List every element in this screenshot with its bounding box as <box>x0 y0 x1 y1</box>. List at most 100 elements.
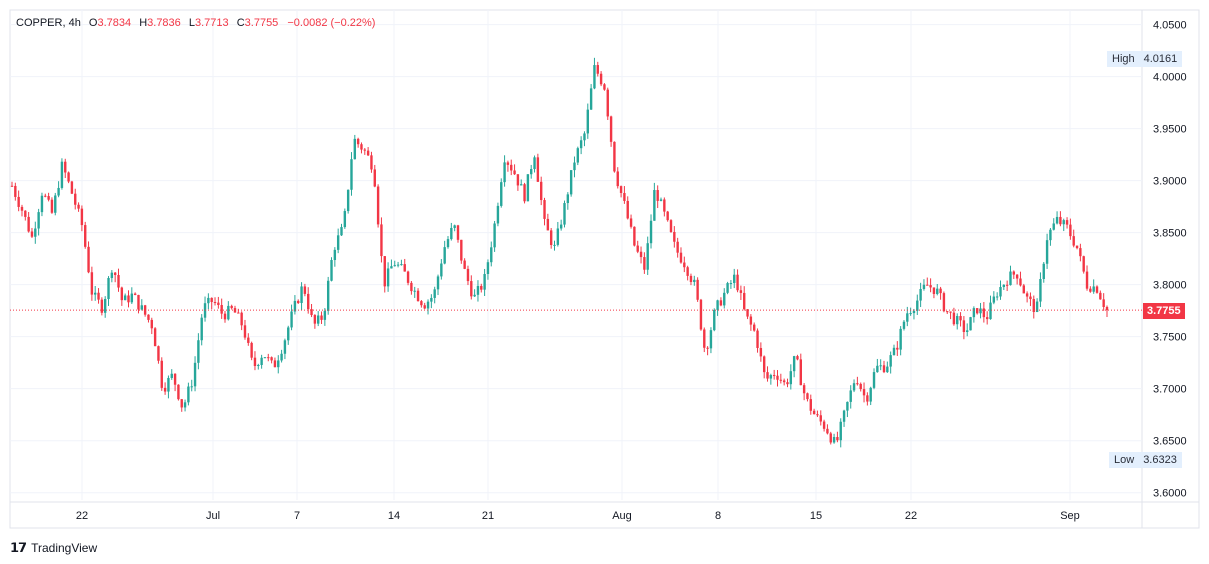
candle-body <box>1072 236 1075 246</box>
candle-body <box>430 297 433 302</box>
candle-body <box>523 184 526 202</box>
candle-body <box>370 155 373 170</box>
candle-body <box>520 184 523 186</box>
candle-body <box>946 311 949 313</box>
candle-body <box>666 211 669 221</box>
candle-body <box>879 365 882 367</box>
time-tick-label: 14 <box>388 510 400 522</box>
candle-body <box>70 181 74 194</box>
candle-body <box>566 194 570 204</box>
candle-body <box>363 149 366 151</box>
candle-body <box>326 280 330 311</box>
candle-body <box>683 262 686 268</box>
candle-body <box>220 305 223 314</box>
high-label: H <box>139 17 148 29</box>
candle-body <box>473 294 476 297</box>
candle-body <box>247 337 250 343</box>
candle-body <box>856 383 859 385</box>
candle-body <box>549 230 553 246</box>
high-value: 3.7836 <box>147 17 181 29</box>
candle-body <box>713 309 716 331</box>
candle-body <box>287 327 290 341</box>
candle-body <box>912 310 916 314</box>
candle-body <box>396 264 400 266</box>
candle-body <box>133 293 137 295</box>
candle-body <box>257 364 260 367</box>
price-tick-label: 4.0000 <box>1153 72 1187 84</box>
candle-body <box>10 185 14 187</box>
candle-body <box>1012 271 1016 275</box>
candle-body <box>659 199 663 201</box>
candle-body <box>500 182 503 206</box>
candle-body <box>733 274 736 284</box>
candle-body <box>952 312 956 325</box>
time-tick-label: 22 <box>905 510 917 522</box>
candle-body <box>197 340 200 363</box>
candle-body <box>277 360 280 368</box>
candle-body <box>313 315 317 324</box>
candle-body <box>60 161 64 188</box>
candle-body <box>799 359 802 386</box>
candle-body <box>649 220 653 244</box>
tradingview-logo[interactable]: 𝟭𝟳 TradingView <box>10 540 97 556</box>
candle-body <box>809 399 812 411</box>
candle-body <box>812 410 816 415</box>
candle-body <box>323 310 327 320</box>
candle-body <box>579 140 583 149</box>
candle-body <box>163 387 167 392</box>
candle-body <box>1082 256 1085 272</box>
candle-body <box>789 371 793 385</box>
open-label: O <box>88 17 98 29</box>
candle-body <box>300 286 303 304</box>
candle-body <box>80 208 84 226</box>
candle-body <box>546 218 550 231</box>
candle-body <box>366 150 370 156</box>
candle-body <box>926 284 929 286</box>
candle-body <box>786 382 789 385</box>
candle-body <box>37 212 40 229</box>
candle-body <box>886 366 889 373</box>
candle-body <box>373 169 376 187</box>
candle-body <box>1105 306 1109 311</box>
last-price-label: 3.7755 <box>1143 303 1185 319</box>
candle-body <box>929 285 932 288</box>
candle-body <box>992 296 996 303</box>
candle-body <box>223 313 227 320</box>
candle-body <box>466 268 470 282</box>
candle-body <box>293 300 297 312</box>
candle-body <box>416 290 420 302</box>
candle-body <box>989 302 992 320</box>
high-marker-value: 4.0161 <box>1143 53 1178 65</box>
candle-body <box>939 288 942 294</box>
interval-label[interactable]: 4h <box>68 17 81 29</box>
candle-body <box>749 316 753 325</box>
candle-body <box>872 372 876 388</box>
candle-body <box>27 216 30 232</box>
candle-body <box>836 437 839 441</box>
candle-body <box>403 264 406 272</box>
candle-body <box>273 360 277 368</box>
candle-body <box>643 257 646 270</box>
candle-body <box>629 218 633 227</box>
candle-body <box>24 210 27 217</box>
candle-body <box>966 330 969 332</box>
symbol-label[interactable]: COPPER <box>16 17 63 29</box>
candle-body <box>307 293 310 310</box>
candle-body <box>703 329 706 348</box>
ohlc-header: COPPER, 4h O3.7834 H3.7836 L3.7713 C3.77… <box>16 17 376 29</box>
time-tick-label: 15 <box>810 510 822 522</box>
price-tick-label: 3.8500 <box>1153 228 1187 240</box>
candle-body <box>530 169 533 175</box>
candle-body <box>586 109 589 134</box>
candle-body <box>849 390 852 402</box>
time-tick-label: Aug <box>612 510 632 522</box>
candle-body <box>892 347 896 356</box>
candle-body <box>1095 286 1099 293</box>
candle-body <box>876 365 879 373</box>
candle-body <box>1075 245 1079 249</box>
candle-body <box>553 244 556 246</box>
candle-body <box>343 211 347 228</box>
candle-body <box>866 395 869 402</box>
candle-body <box>350 159 353 190</box>
